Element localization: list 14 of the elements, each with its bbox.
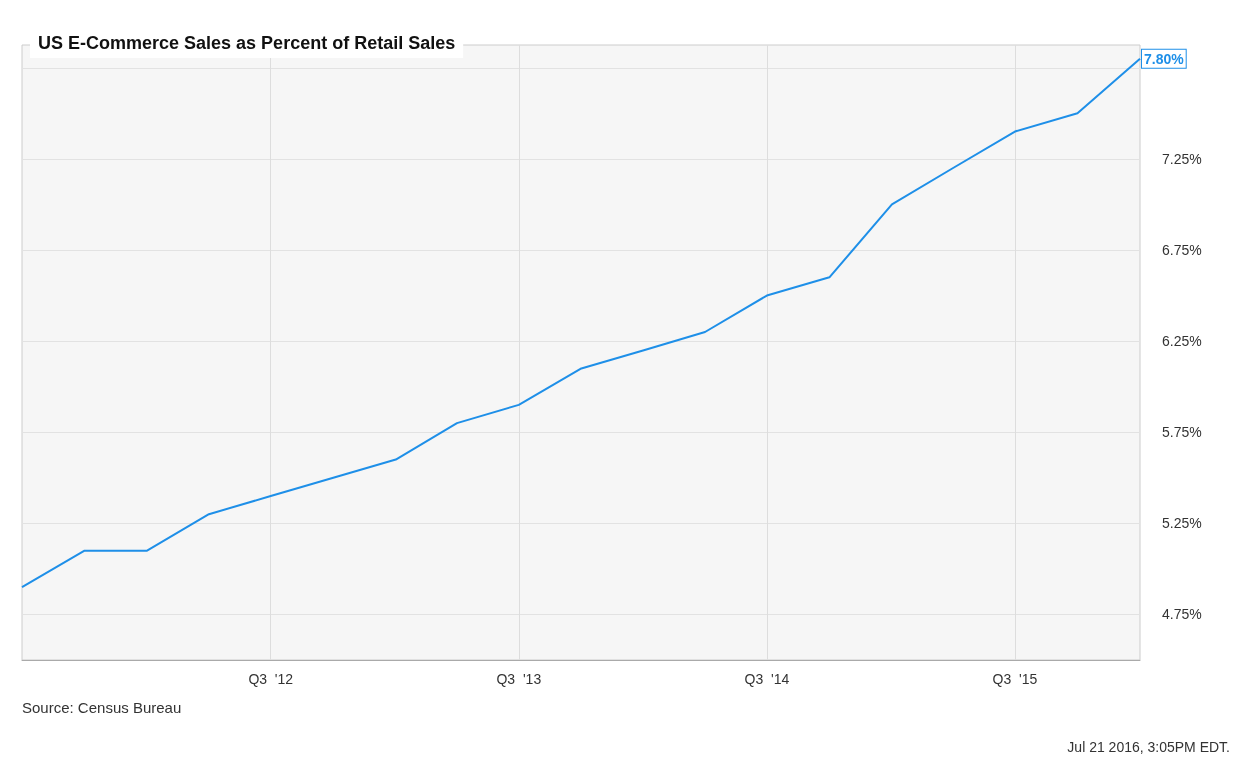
text: Jul 21 2016, 3:05PM EDT. <box>1067 739 1231 755</box>
y-tick-label: 6.25% <box>1162 333 1202 350</box>
x-tick-label: Q3 '12 <box>248 671 294 687</box>
data-label: 7.80% <box>1144 50 1185 67</box>
y-tick-label: 5.75% <box>1162 424 1202 441</box>
source-note: Source: Census Bureau <box>22 699 182 716</box>
x-tick-label: Q3 '15 <box>992 671 1038 687</box>
y-tick-label: 7.25% <box>1162 150 1202 167</box>
chart-title: US E-Commerce Sales as Percent of Retail Sales <box>38 33 456 53</box>
x-tick-label: Q3 '14 <box>744 671 790 687</box>
y-tick-label: 5.25% <box>1162 515 1202 532</box>
y-tick-label: 6.75% <box>1162 242 1202 258</box>
x-tick-label: Q3 '13 <box>496 671 542 687</box>
y-tick-label: 4.75% <box>1162 606 1202 623</box>
